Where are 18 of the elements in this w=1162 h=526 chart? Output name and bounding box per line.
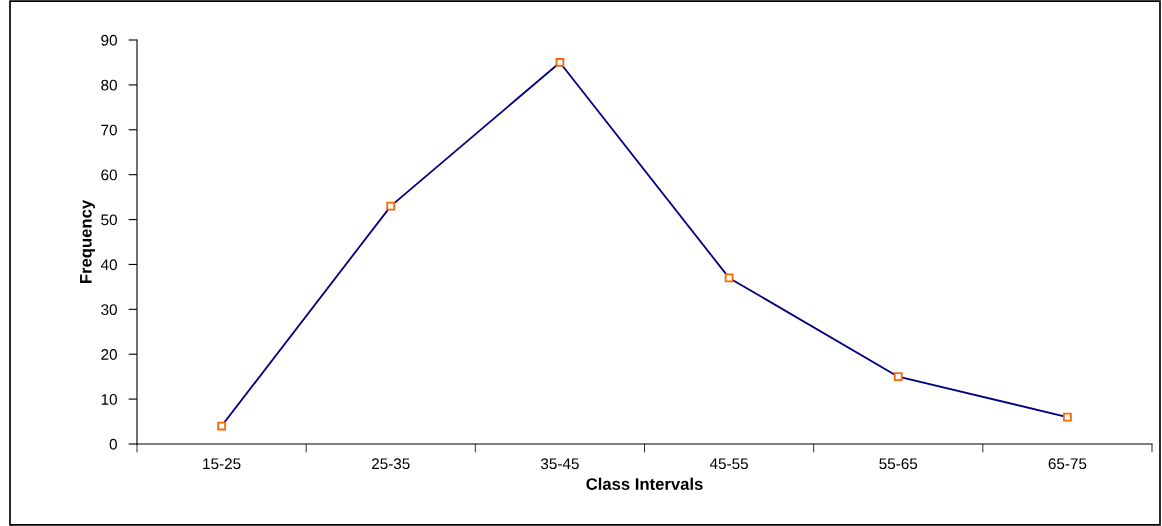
x-tick-label: 55-65 — [879, 458, 918, 470]
y-tick-label: 60 — [101, 169, 117, 181]
y-tick-label: 0 — [109, 438, 117, 450]
x-axis-title: Class Intervals — [586, 477, 703, 490]
y-tick-label: 70 — [101, 124, 117, 136]
y-tick-label: 90 — [101, 34, 117, 46]
x-tick-label: 35-45 — [540, 458, 579, 470]
x-tick-label: 15-25 — [203, 458, 241, 470]
x-tick-label: 45-55 — [709, 458, 748, 470]
x-tick-label: 65-75 — [1048, 458, 1087, 470]
y-axis-title: Frequency — [80, 199, 96, 284]
y-tick-label: 20 — [101, 349, 117, 360]
y-tick-label: 40 — [100, 259, 117, 271]
y-tick-label: 80 — [101, 79, 117, 91]
x-tick-label: 25-35 — [371, 458, 410, 470]
y-tick-label: 50 — [101, 214, 117, 226]
y-tick-label: 10 — [101, 393, 117, 405]
y-tick-label: 30 — [101, 304, 117, 316]
